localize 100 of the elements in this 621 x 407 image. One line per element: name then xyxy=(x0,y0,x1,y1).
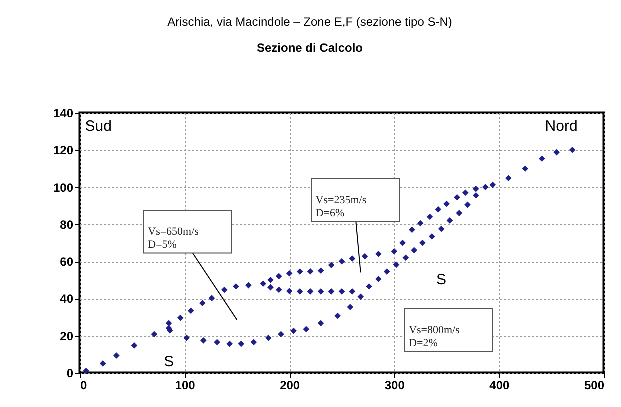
point xyxy=(539,156,546,162)
point xyxy=(303,326,310,333)
point xyxy=(278,331,284,338)
point xyxy=(265,334,272,342)
point xyxy=(328,288,335,295)
point xyxy=(400,240,406,246)
point xyxy=(366,283,372,290)
annotation: S xyxy=(436,271,447,288)
point xyxy=(296,268,304,275)
point xyxy=(472,192,480,199)
point xyxy=(188,308,194,314)
point xyxy=(417,220,424,227)
point xyxy=(276,273,282,280)
y-tick-label: 60 xyxy=(60,255,74,270)
point xyxy=(376,250,382,258)
point xyxy=(307,268,314,275)
point xyxy=(376,276,382,282)
point xyxy=(362,253,368,260)
chart-subtitle: Sezione di Calcolo xyxy=(256,41,364,55)
point xyxy=(490,182,496,188)
point xyxy=(347,304,354,310)
y-tick-label: 20 xyxy=(60,329,74,344)
point xyxy=(391,248,398,255)
point xyxy=(472,186,480,192)
point xyxy=(208,295,216,302)
point xyxy=(349,256,356,262)
point xyxy=(402,254,410,262)
point xyxy=(384,268,390,275)
point xyxy=(290,328,297,334)
point xyxy=(426,214,434,220)
annotation: Vs=650m/s D=5% xyxy=(148,226,199,251)
point xyxy=(232,283,240,290)
point xyxy=(268,284,274,291)
y-tick-label: 100 xyxy=(53,180,74,195)
point xyxy=(349,288,356,295)
point xyxy=(250,339,258,346)
point xyxy=(464,202,471,208)
point xyxy=(268,276,274,284)
point xyxy=(522,166,529,172)
point xyxy=(184,334,190,342)
point xyxy=(100,360,106,367)
point xyxy=(177,314,184,322)
point xyxy=(221,286,228,294)
point xyxy=(214,339,220,346)
point xyxy=(456,210,463,216)
point xyxy=(226,340,234,348)
annotation: Vs=235m/s D=6% xyxy=(316,194,367,220)
point xyxy=(428,234,436,240)
point xyxy=(569,146,576,154)
x-tick-label: 200 xyxy=(280,378,300,392)
point xyxy=(286,270,293,277)
annotation: Sud xyxy=(85,118,112,135)
point xyxy=(318,320,324,327)
chart-title: Arischia, via Macindole – Zone E,F (sezione tipo S-N) xyxy=(168,15,452,29)
point xyxy=(318,268,324,274)
point xyxy=(554,149,560,156)
point xyxy=(482,184,489,190)
point xyxy=(338,288,346,295)
point xyxy=(420,240,426,246)
point xyxy=(462,190,469,196)
point xyxy=(338,258,346,265)
point xyxy=(446,218,454,224)
point xyxy=(358,294,364,300)
x-tick-label: 100 xyxy=(175,378,196,392)
point xyxy=(199,300,206,307)
x-tick-label: 0 xyxy=(80,378,88,392)
point xyxy=(131,342,138,349)
point xyxy=(438,226,445,232)
point xyxy=(276,286,282,294)
point xyxy=(334,312,341,320)
annotation: Nord xyxy=(545,118,578,135)
point xyxy=(260,280,267,288)
point xyxy=(307,288,314,295)
point xyxy=(328,262,335,268)
point xyxy=(454,194,460,201)
annotation: S xyxy=(164,353,174,370)
point xyxy=(318,288,324,295)
point xyxy=(83,368,90,374)
point xyxy=(444,200,450,208)
x-tick-label: 400 xyxy=(490,378,510,392)
point xyxy=(200,338,207,344)
point xyxy=(435,206,442,213)
y-tick-label: 0 xyxy=(66,366,74,380)
point xyxy=(114,352,120,359)
point xyxy=(296,288,304,295)
x-tick-label: 300 xyxy=(384,378,406,392)
point xyxy=(238,340,245,348)
y-tick-label: 120 xyxy=(53,144,74,158)
point xyxy=(286,288,293,294)
y-tick-label: 140 xyxy=(53,106,74,120)
annotation: Vs=800m/s D=2% xyxy=(409,324,460,350)
x-tick-label: 500 xyxy=(584,378,605,392)
point xyxy=(505,175,512,182)
point xyxy=(411,247,418,254)
point xyxy=(246,282,252,289)
point xyxy=(393,262,400,268)
y-tick-label: 80 xyxy=(60,218,74,232)
point xyxy=(166,320,172,327)
point xyxy=(151,331,158,338)
point xyxy=(409,226,416,234)
